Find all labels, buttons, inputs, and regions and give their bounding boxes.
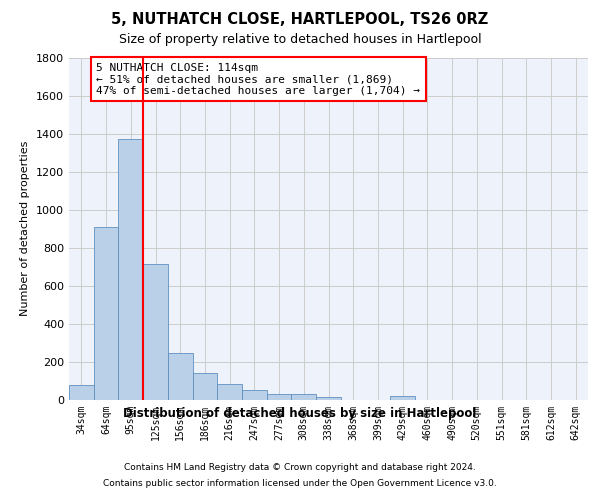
Text: 5, NUTHATCH CLOSE, HARTLEPOOL, TS26 0RZ: 5, NUTHATCH CLOSE, HARTLEPOOL, TS26 0RZ: [112, 12, 488, 28]
Text: Contains public sector information licensed under the Open Government Licence v3: Contains public sector information licen…: [103, 478, 497, 488]
Bar: [217, 384, 242, 400]
Bar: [292, 394, 316, 400]
Bar: [168, 354, 193, 400]
Bar: [267, 394, 292, 400]
Bar: [193, 374, 217, 400]
Bar: [69, 385, 94, 400]
Text: Size of property relative to detached houses in Hartlepool: Size of property relative to detached ho…: [119, 32, 481, 46]
Bar: [143, 264, 168, 400]
Text: Contains HM Land Registry data © Crown copyright and database right 2024.: Contains HM Land Registry data © Crown c…: [124, 464, 476, 472]
Text: 5 NUTHATCH CLOSE: 114sqm
← 51% of detached houses are smaller (1,869)
47% of sem: 5 NUTHATCH CLOSE: 114sqm ← 51% of detach…: [97, 62, 421, 96]
Bar: [94, 227, 118, 400]
Text: Distribution of detached houses by size in Hartlepool: Distribution of detached houses by size …: [124, 408, 476, 420]
Bar: [316, 396, 341, 400]
Bar: [390, 396, 415, 400]
Y-axis label: Number of detached properties: Number of detached properties: [20, 141, 31, 316]
Bar: [242, 390, 267, 400]
Bar: [118, 140, 143, 400]
